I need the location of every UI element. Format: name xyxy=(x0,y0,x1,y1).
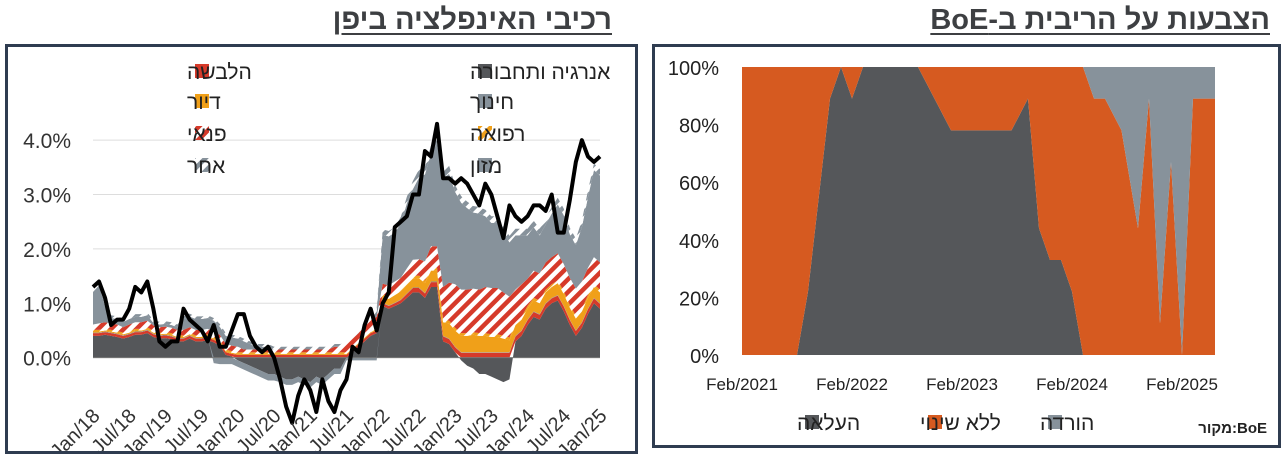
area-education xyxy=(93,281,600,388)
area-food xyxy=(93,142,600,350)
y-tick-label: 100% xyxy=(668,58,719,80)
y-tick-label: 20% xyxy=(679,288,719,310)
legend-swatch-clothing xyxy=(195,64,209,78)
legend-swatch-housing xyxy=(195,94,209,108)
headline-line xyxy=(91,121,602,425)
legend-label-energy: אנרגיה ותחבורה xyxy=(470,61,610,84)
area-energy xyxy=(93,286,600,383)
legend-swatch-cut xyxy=(1048,415,1062,429)
y-tick-label: 40% xyxy=(679,231,719,253)
legend-swatch-hike xyxy=(805,415,819,429)
japan-inflation-chart: 0.0%1.0%2.0%3.0%4.0%Jan/18Jul/18Jan/19Ju… xyxy=(23,61,611,456)
area-medical xyxy=(93,267,600,354)
legend-swatch-leisure xyxy=(195,126,209,140)
legend-label-hike: העלאה xyxy=(797,412,860,435)
right-chart-title: הצבעות על הריבית ב-BoE xyxy=(930,4,1270,36)
y-tick-label: 3.0% xyxy=(23,185,71,208)
x-tick-label: Feb/2023 xyxy=(926,375,998,394)
stacked-areas xyxy=(93,134,600,388)
x-tick-label: Feb/2021 xyxy=(706,375,778,394)
legend-label-housing: דיור xyxy=(187,91,221,114)
legend-swatch-food xyxy=(478,158,492,172)
area-leisure xyxy=(93,246,600,353)
boe-votes-panel: 0% 20% 40% 60% 80% 100% Feb/2021 Feb/2022 Feb/20… xyxy=(652,44,1281,448)
y-tick-label: 2.0% xyxy=(23,239,71,262)
legend-swatch-hold xyxy=(928,415,942,429)
x-tick-label: Feb/2022 xyxy=(816,375,888,394)
y-tick-label: 0.0% xyxy=(23,348,71,371)
legend-swatch-education xyxy=(478,94,492,108)
legend-label-leisure: פנאי xyxy=(187,123,227,146)
x-tick-label: Feb/2024 xyxy=(1036,375,1108,394)
y-tick-label: 1.0% xyxy=(23,293,71,316)
stacked-areas xyxy=(742,67,1215,355)
legend-label-medical: רפואה xyxy=(470,123,525,146)
legend-label-hold: ללא שינוי xyxy=(920,412,1001,435)
legend-label-education: חינוך xyxy=(470,91,514,114)
x-tick-label: Feb/2025 xyxy=(1146,375,1218,394)
left-chart-title: רכיבי האינפלציה ביפן xyxy=(332,4,612,36)
legend-swatch-medical xyxy=(478,126,492,140)
area-hike xyxy=(742,67,1215,355)
legend-label-food: מזון xyxy=(470,155,502,178)
legend-label-other: אחר xyxy=(187,155,225,178)
source-note: מקור:BoE xyxy=(1198,420,1267,437)
legend-label-cut: הורדה xyxy=(1040,412,1094,435)
legend-label-clothing: הלבשה xyxy=(187,61,252,84)
area-cut xyxy=(742,67,1215,355)
japan-inflation-panel: 0.0% 1.0% 2.0% 3.0% 4.0% Jan/18 Jul/18 Jan/19 Ju… xyxy=(5,44,638,456)
y-tick-label: 60% xyxy=(679,173,719,195)
legend-swatch-other xyxy=(195,158,209,172)
y-tick-label: 4.0% xyxy=(23,130,71,153)
y-tick-label: 80% xyxy=(679,116,719,138)
legend-swatch-energy xyxy=(478,64,492,78)
y-tick-label: 0% xyxy=(690,346,719,368)
boe-votes-chart: 0% 20% 40% 60% 80% 100% Feb/2021 Feb/2022 Feb/20… xyxy=(668,58,1267,437)
area-hold xyxy=(742,67,1215,355)
